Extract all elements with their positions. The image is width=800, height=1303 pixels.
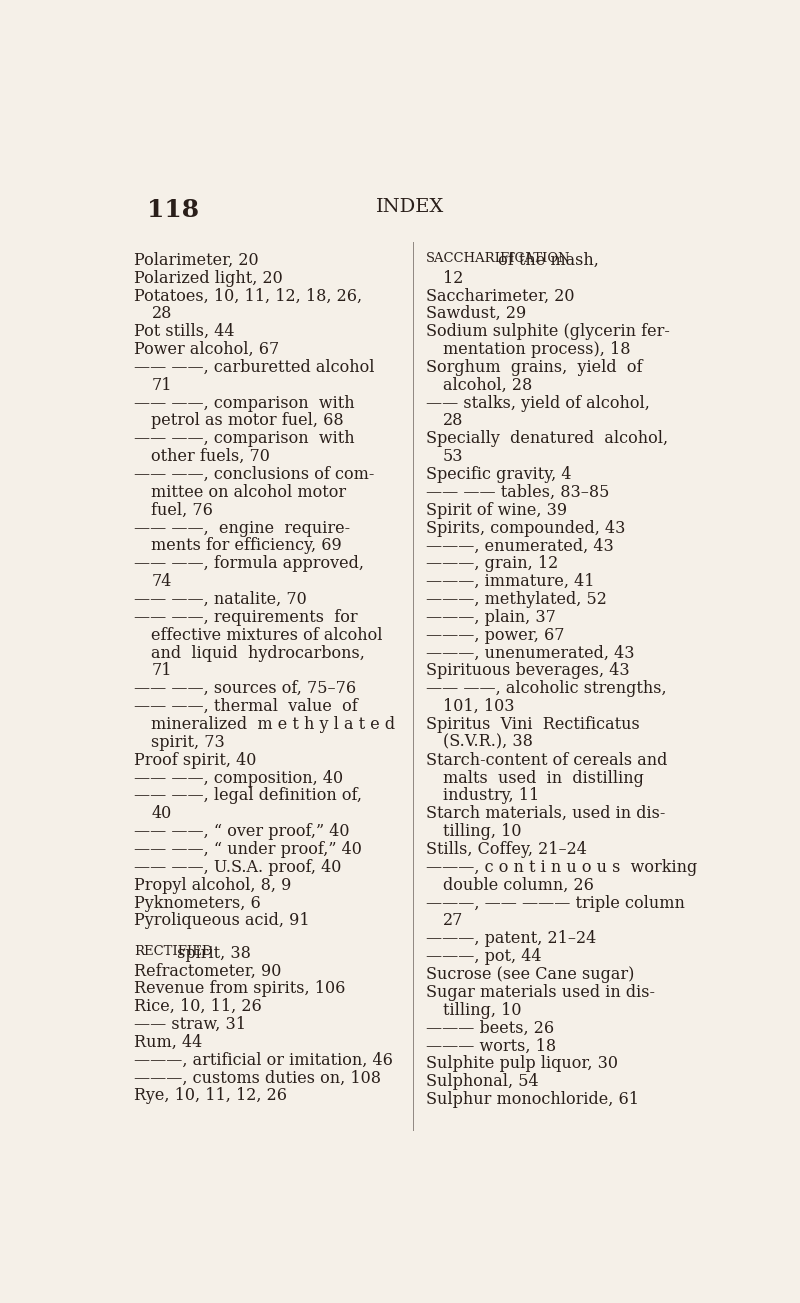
Text: —— ——, U.S.A. proof, 40: —— ——, U.S.A. proof, 40 (134, 859, 342, 876)
Text: —— ——, “ under proof,” 40: —— ——, “ under proof,” 40 (134, 840, 362, 857)
Text: Rice, 10, 11, 26: Rice, 10, 11, 26 (134, 998, 262, 1015)
Text: Pyroliqueous acid, 91: Pyroliqueous acid, 91 (134, 912, 310, 929)
Text: Refractometer, 90: Refractometer, 90 (134, 963, 282, 980)
Text: 28: 28 (443, 413, 463, 430)
Text: ———, patent, 21–24: ———, patent, 21–24 (426, 930, 596, 947)
Text: Spiritus  Vini  Rectificatus: Spiritus Vini Rectificatus (426, 717, 639, 734)
Text: —— ——, carburetted alcohol: —— ——, carburetted alcohol (134, 358, 374, 375)
Text: Pot stills, 44: Pot stills, 44 (134, 323, 234, 340)
Text: Sodium sulphite (glycerin fer-: Sodium sulphite (glycerin fer- (426, 323, 670, 340)
Text: Sawdust, 29: Sawdust, 29 (426, 305, 526, 322)
Text: effective mixtures of alcohol: effective mixtures of alcohol (151, 627, 383, 644)
Text: Proof spirit, 40: Proof spirit, 40 (134, 752, 257, 769)
Text: —— ——, formula approved,: —— ——, formula approved, (134, 555, 364, 572)
Text: ———, immature, 41: ———, immature, 41 (426, 573, 594, 590)
Text: Potatoes, 10, 11, 12, 18, 26,: Potatoes, 10, 11, 12, 18, 26, (134, 288, 362, 305)
Text: Starch-content of cereals and: Starch-content of cereals and (426, 752, 667, 769)
Text: —— ——, composition, 40: —— ——, composition, 40 (134, 770, 343, 787)
Text: ———, grain, 12: ———, grain, 12 (426, 555, 558, 572)
Text: double column, 26: double column, 26 (443, 877, 594, 894)
Text: Sulphonal, 54: Sulphonal, 54 (426, 1074, 538, 1091)
Text: 28: 28 (151, 305, 172, 322)
Text: 74: 74 (151, 573, 172, 590)
Text: ———, artificial or imitation, 46: ———, artificial or imitation, 46 (134, 1052, 393, 1068)
Text: RECTIFIED: RECTIFIED (134, 945, 213, 958)
Text: 27: 27 (443, 912, 463, 929)
Text: Rum, 44: Rum, 44 (134, 1033, 202, 1052)
Text: Polarized light, 20: Polarized light, 20 (134, 270, 283, 287)
Text: ———, pot, 44: ———, pot, 44 (426, 949, 541, 966)
Text: Propyl alcohol, 8, 9: Propyl alcohol, 8, 9 (134, 877, 291, 894)
Text: Sulphite pulp liquor, 30: Sulphite pulp liquor, 30 (426, 1055, 618, 1072)
Text: tilling, 10: tilling, 10 (443, 1002, 522, 1019)
Text: industry, 11: industry, 11 (443, 787, 539, 804)
Text: 53: 53 (443, 448, 463, 465)
Text: ——— beets, 26: ——— beets, 26 (426, 1020, 554, 1037)
Text: —— ——, sources of, 75–76: —— ——, sources of, 75–76 (134, 680, 356, 697)
Text: Sucrose (see Cane sugar): Sucrose (see Cane sugar) (426, 966, 634, 982)
Text: 12: 12 (443, 270, 463, 287)
Text: Polarimeter, 20: Polarimeter, 20 (134, 251, 258, 268)
Text: —— ——, requirements  for: —— ——, requirements for (134, 609, 358, 625)
Text: SACCHARIFICATION: SACCHARIFICATION (426, 251, 570, 265)
Text: —— ——, natalite, 70: —— ——, natalite, 70 (134, 592, 307, 609)
Text: ———, unenumerated, 43: ———, unenumerated, 43 (426, 645, 634, 662)
Text: mittee on alcohol motor: mittee on alcohol motor (151, 483, 346, 500)
Text: other fuels, 70: other fuels, 70 (151, 448, 270, 465)
Text: —— ——, thermal  value  of: —— ——, thermal value of (134, 698, 358, 715)
Text: alcohol, 28: alcohol, 28 (443, 377, 532, 394)
Text: INDEX: INDEX (376, 198, 444, 216)
Text: ———, plain, 37: ———, plain, 37 (426, 609, 555, 625)
Text: 71: 71 (151, 662, 172, 679)
Text: —— ——, alcoholic strengths,: —— ——, alcoholic strengths, (426, 680, 666, 697)
Text: and  liquid  hydrocarbons,: and liquid hydrocarbons, (151, 645, 366, 662)
Text: Revenue from spirits, 106: Revenue from spirits, 106 (134, 980, 346, 997)
Text: Stills, Coffey, 21–24: Stills, Coffey, 21–24 (426, 840, 586, 857)
Text: Rye, 10, 11, 12, 26: Rye, 10, 11, 12, 26 (134, 1088, 287, 1105)
Text: Starch materials, used in dis-: Starch materials, used in dis- (426, 805, 665, 822)
Text: mentation process), 18: mentation process), 18 (443, 341, 630, 358)
Text: ———, enumerated, 43: ———, enumerated, 43 (426, 537, 614, 554)
Text: ———, —— ——— triple column: ———, —— ——— triple column (426, 895, 684, 912)
Text: 118: 118 (146, 198, 198, 223)
Text: mineralized  m e t h y l a t e d: mineralized m e t h y l a t e d (151, 717, 395, 734)
Text: ———, customs duties on, 108: ———, customs duties on, 108 (134, 1070, 381, 1087)
Text: —— ——,  engine  require-: —— ——, engine require- (134, 520, 350, 537)
Text: ———, c o n t i n u o u s  working: ———, c o n t i n u o u s working (426, 859, 697, 876)
Text: —— straw, 31: —— straw, 31 (134, 1016, 246, 1033)
Text: —— ——, legal definition of,: —— ——, legal definition of, (134, 787, 362, 804)
Text: Pyknometers, 6: Pyknometers, 6 (134, 895, 261, 912)
Text: ———, methylated, 52: ———, methylated, 52 (426, 592, 606, 609)
Text: 101, 103: 101, 103 (443, 698, 514, 715)
Text: Spirit of wine, 39: Spirit of wine, 39 (426, 502, 566, 519)
Text: —— stalks, yield of alcohol,: —— stalks, yield of alcohol, (426, 395, 650, 412)
Text: ———, power, 67: ———, power, 67 (426, 627, 564, 644)
Text: (S.V.R.), 38: (S.V.R.), 38 (443, 734, 533, 751)
Text: 71: 71 (151, 377, 172, 394)
Text: Spirituous beverages, 43: Spirituous beverages, 43 (426, 662, 629, 679)
Text: —— ——, comparison  with: —— ——, comparison with (134, 395, 354, 412)
Text: malts  used  in  distilling: malts used in distilling (443, 770, 644, 787)
Text: of the mash,: of the mash, (493, 251, 599, 268)
Text: —— —— tables, 83–85: —— —— tables, 83–85 (426, 483, 609, 500)
Text: Specially  denatured  alcohol,: Specially denatured alcohol, (426, 430, 668, 447)
Text: 40: 40 (151, 805, 172, 822)
Text: Power alcohol, 67: Power alcohol, 67 (134, 341, 279, 358)
Text: spirit, 73: spirit, 73 (151, 734, 226, 751)
Text: —— ——, conclusions of com-: —— ——, conclusions of com- (134, 466, 374, 483)
Text: ments for efficiency, 69: ments for efficiency, 69 (151, 537, 342, 554)
Text: —— ——, comparison  with: —— ——, comparison with (134, 430, 354, 447)
Text: ——— worts, 18: ——— worts, 18 (426, 1037, 556, 1054)
Text: petrol as motor fuel, 68: petrol as motor fuel, 68 (151, 413, 344, 430)
Text: —— ——, “ over proof,” 40: —— ——, “ over proof,” 40 (134, 823, 350, 840)
Text: tilling, 10: tilling, 10 (443, 823, 522, 840)
Text: Specific gravity, 4: Specific gravity, 4 (426, 466, 571, 483)
Text: Sulphur monochloride, 61: Sulphur monochloride, 61 (426, 1091, 638, 1108)
Text: Sugar materials used in dis-: Sugar materials used in dis- (426, 984, 654, 1001)
Text: Saccharimeter, 20: Saccharimeter, 20 (426, 288, 574, 305)
Text: spirit, 38: spirit, 38 (172, 945, 251, 962)
Text: Sorghum  grains,  yield  of: Sorghum grains, yield of (426, 358, 642, 375)
Text: fuel, 76: fuel, 76 (151, 502, 214, 519)
Text: Spirits, compounded, 43: Spirits, compounded, 43 (426, 520, 625, 537)
